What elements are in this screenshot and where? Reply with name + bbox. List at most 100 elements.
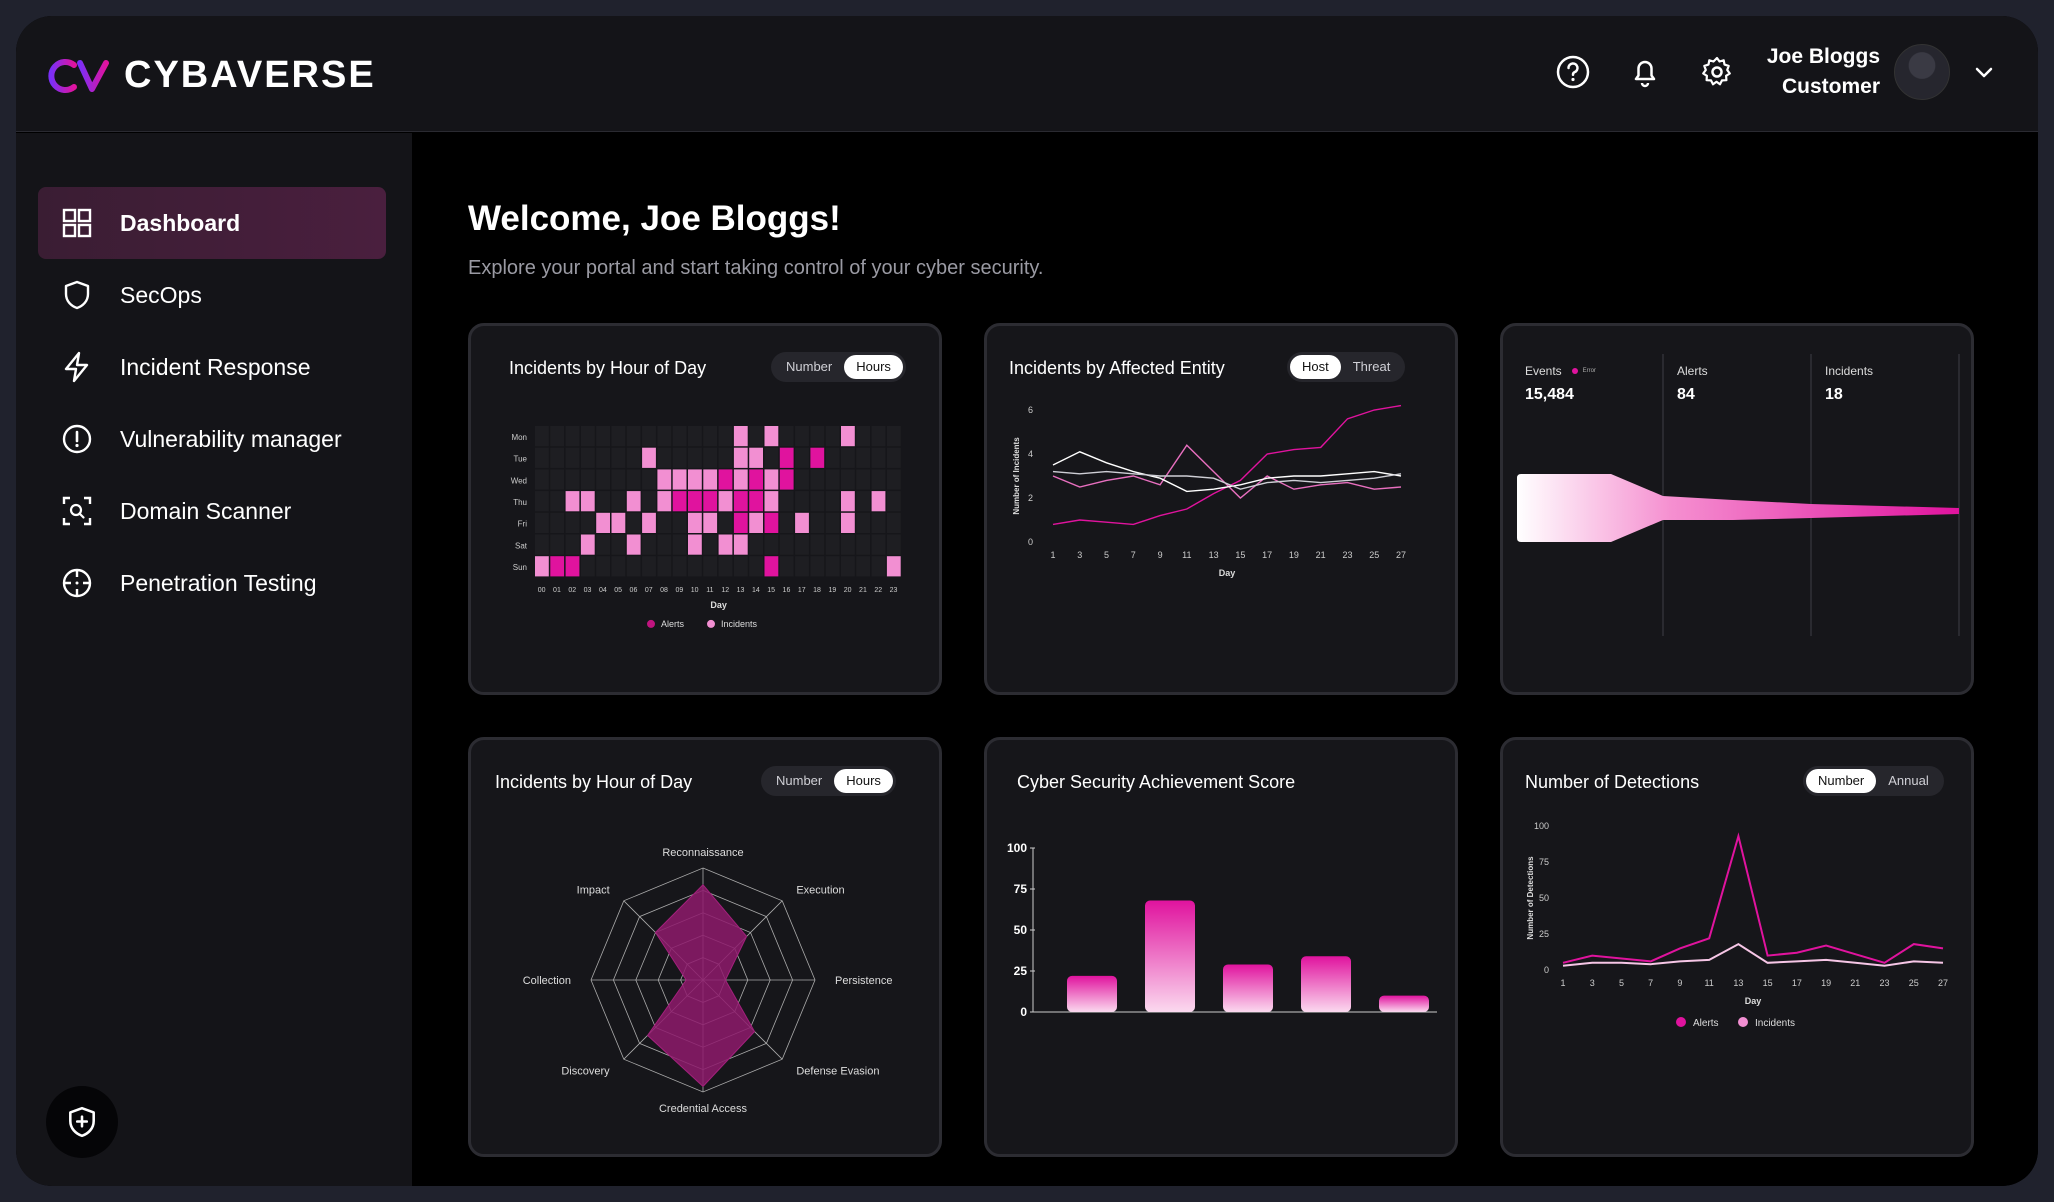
stat-alerts: Alerts 84	[1677, 362, 1708, 404]
heatmap-cell	[779, 512, 794, 533]
heatmap-cell	[688, 491, 702, 512]
sidebar-item-dashboard[interactable]: Dashboard	[38, 187, 386, 259]
heatmap-cell	[779, 426, 794, 447]
toggle-host[interactable]: Host	[1290, 355, 1341, 379]
heatmap-cell	[626, 491, 641, 512]
heatmap-cell	[642, 556, 656, 577]
heatmap-cell	[810, 556, 825, 577]
heatmap-cell	[886, 469, 901, 490]
heatmap-cell	[871, 534, 886, 555]
heatmap-cell	[825, 447, 840, 468]
toggle-hours[interactable]: Hours	[844, 355, 903, 379]
heatmap-cell	[596, 491, 610, 512]
help-icon[interactable]	[1553, 52, 1593, 92]
detections-card: Number of Detections Number Annual 0 25 50…	[1500, 737, 1974, 1157]
bar	[1301, 956, 1351, 1012]
heatmap-cell	[886, 556, 901, 577]
heatmap-cell	[580, 469, 595, 490]
y-axis-label: Number of Detections	[1526, 856, 1535, 940]
heatmap-row-label: Mon	[511, 433, 527, 442]
y-tick-label: 100	[1007, 841, 1027, 855]
heatmap-cell	[580, 491, 595, 512]
top-bar: CYBAVERSE Joe Bloggs Customer	[16, 16, 2038, 132]
y-tick-label: 75	[1539, 857, 1549, 867]
heatmap-cell	[733, 447, 748, 468]
heatmap-cell	[657, 447, 672, 468]
heatmap-cell	[825, 491, 840, 512]
heatmap-col-label: 05	[614, 587, 622, 594]
heatmap-cell	[825, 556, 840, 577]
toggle-threat[interactable]: Threat	[1352, 359, 1391, 374]
sidebar-item-penetration-testing[interactable]: Penetration Testing	[38, 547, 386, 619]
heatmap-cell	[688, 512, 702, 533]
heatmap-cell	[841, 426, 855, 447]
heatmap-cell	[841, 469, 855, 490]
user-info[interactable]: Joe Bloggs Customer	[1767, 42, 1880, 102]
entity-card: Incidents by Affected Entity Host Threat…	[984, 323, 1458, 695]
heatmap-cell	[535, 534, 549, 555]
y-tick-label: 100	[1534, 821, 1549, 831]
page-subtitle: Explore your portal and start taking con…	[468, 257, 1044, 279]
card-title: Incidents by Hour of Day	[495, 772, 693, 792]
heatmap-cell	[886, 426, 901, 447]
heatmap-cell	[703, 512, 718, 533]
x-tick-label: 23	[1880, 978, 1890, 988]
heatmap-cell	[657, 469, 672, 490]
bell-icon[interactable]	[1625, 52, 1665, 92]
stat-label: Alerts	[1677, 364, 1708, 378]
x-axis-label: Day	[1745, 996, 1762, 1006]
heatmap-cell	[795, 469, 809, 490]
x-tick-label: 1	[1050, 550, 1055, 560]
toggle-hours[interactable]: Hours	[834, 769, 893, 793]
heatmap-cell	[596, 469, 610, 490]
x-axis-label: Day	[1219, 568, 1236, 578]
heatmap-cell	[795, 512, 809, 533]
heatmap-col-label: 12	[721, 587, 729, 594]
sidebar-item-secops[interactable]: SecOps	[38, 259, 386, 331]
sidebar-item-incident-response[interactable]: Incident Response	[38, 331, 386, 403]
toggle-number[interactable]: Number	[786, 359, 833, 374]
chevron-down-icon[interactable]	[1970, 58, 1998, 86]
heatmap-cell	[856, 512, 871, 533]
heatmap-cell	[626, 469, 641, 490]
toggle-number[interactable]: Number	[776, 773, 823, 788]
heatmap-cell	[672, 469, 687, 490]
sidebar-item-domain-scanner[interactable]: Domain Scanner	[38, 475, 386, 547]
sidebar-item-vulnerability-manager[interactable]: Vulnerability manager	[38, 403, 386, 475]
heatmap-col-label: 09	[675, 587, 683, 594]
series-line	[1052, 451, 1402, 493]
heatmap-cell	[749, 469, 763, 490]
heatmap-cell	[642, 469, 656, 490]
add-security-button[interactable]	[46, 1086, 118, 1158]
radar-category-label: Collection	[523, 975, 571, 987]
heatmap-cell	[841, 512, 855, 533]
heatmap-cell	[703, 469, 718, 490]
gear-icon[interactable]	[1697, 52, 1737, 92]
x-tick-label: 3	[1077, 550, 1082, 560]
heatmap-cell	[856, 469, 871, 490]
y-tick-label: 0	[1544, 965, 1549, 975]
toggle-number[interactable]: Number	[1806, 769, 1877, 793]
heatmap-cell	[550, 447, 565, 468]
series-line	[1562, 832, 1944, 964]
heatmap-row-label: Sun	[513, 563, 527, 572]
heatmap-col-label: 06	[630, 587, 638, 594]
stat-tag: Error	[1582, 367, 1596, 374]
logo[interactable]: CYBAVERSE	[46, 54, 376, 97]
x-tick-label: 19	[1289, 550, 1299, 560]
stat-label: Incidents	[1825, 364, 1874, 378]
logo-mark-icon	[48, 58, 109, 93]
toggle-annual[interactable]: Annual	[1888, 773, 1929, 788]
heatmap-cell	[550, 556, 565, 577]
avatar[interactable]	[1894, 44, 1950, 100]
heatmap-cell	[626, 426, 641, 447]
card-title: Incidents by Affected Entity	[1009, 358, 1225, 378]
heatmap-col-label: 19	[828, 587, 836, 594]
heatmap-cell	[749, 491, 763, 512]
shield-plus-icon	[69, 1106, 95, 1138]
heatmap-cell	[626, 447, 641, 468]
heatmap-cell	[703, 447, 718, 468]
x-tick-label: 1	[1560, 978, 1565, 988]
grid-icon	[60, 206, 94, 240]
heatmap-cell	[764, 447, 779, 468]
